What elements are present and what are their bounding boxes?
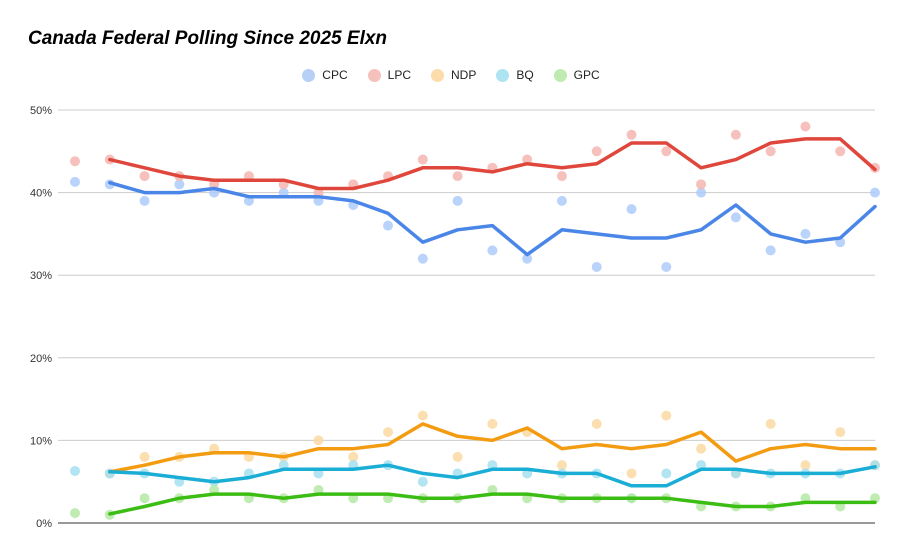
point-ndp[interactable] [452,451,463,462]
legend-marker-bq [496,68,510,82]
point-ndp[interactable] [800,460,811,471]
point-ndp[interactable] [487,418,498,429]
point-lpc[interactable] [591,146,602,157]
point-cpc[interactable] [661,261,672,272]
legend-item-bq[interactable]: BQ [496,68,534,82]
legend-label-gpc: GPC [573,68,600,82]
point-cpc[interactable] [417,253,428,264]
point-lpc[interactable] [522,154,533,165]
legend-marker-cpc [302,68,316,82]
point-ndp[interactable] [626,468,637,479]
y-tick-label: 30% [30,270,52,282]
point-lpc[interactable] [70,156,80,167]
point-bq[interactable] [70,465,80,476]
point-ndp[interactable] [348,451,359,462]
y-tick-label: 50% [30,105,52,117]
legend-label-lpc: LPC [387,68,411,82]
point-lpc[interactable] [696,179,707,190]
y-axis: 0% 10% 20% 30% 40% 50% [30,105,52,530]
point-ndp[interactable] [383,427,394,438]
data-points [70,121,880,520]
point-cpc[interactable] [139,195,150,206]
legend-marker-gpc [553,68,567,82]
point-cpc[interactable] [870,187,880,198]
point-lpc[interactable] [452,171,463,182]
chart-legend: CPC LPC NDP BQ GPC [0,68,902,82]
point-cpc[interactable] [452,195,463,206]
point-lpc[interactable] [800,121,811,132]
point-cpc[interactable] [696,187,707,198]
point-ndp[interactable] [591,418,602,429]
point-lpc[interactable] [626,129,637,140]
y-tick-label: 10% [30,435,52,447]
trend-line-cpc[interactable] [108,180,877,257]
point-ndp[interactable] [835,427,846,438]
point-lpc[interactable] [417,154,428,165]
point-gpc[interactable] [70,508,80,519]
point-ndp[interactable] [696,443,707,454]
point-cpc[interactable] [174,179,185,190]
chart-title: Canada Federal Polling Since 2025 Elxn [28,28,388,49]
trend-line-ndp[interactable] [108,422,877,474]
point-lpc[interactable] [139,171,150,182]
point-cpc[interactable] [487,245,498,256]
trend-line-gpc[interactable] [108,492,877,516]
legend-label-ndp: NDP [450,68,477,82]
point-lpc[interactable] [765,146,776,157]
point-lpc[interactable] [556,171,567,182]
legend-marker-ndp [430,68,444,82]
point-ndp[interactable] [556,460,567,471]
legend-item-ndp[interactable]: NDP [430,68,477,82]
point-cpc[interactable] [556,195,567,206]
trend-line-lpc[interactable] [108,137,877,191]
trend-line-bq[interactable] [108,463,877,488]
legend-label-cpc: CPC [322,68,348,82]
point-lpc[interactable] [661,146,672,157]
point-ndp[interactable] [139,451,150,462]
point-lpc[interactable] [835,146,846,157]
point-cpc[interactable] [626,204,637,215]
point-ndp[interactable] [765,418,776,429]
point-cpc[interactable] [591,261,602,272]
point-cpc[interactable] [730,212,741,223]
legend-item-cpc[interactable]: CPC [302,68,348,82]
y-tick-label: 40% [30,188,52,200]
gridlines [58,109,875,524]
point-cpc[interactable] [522,253,533,264]
point-bq[interactable] [661,468,672,479]
legend-item-lpc[interactable]: LPC [367,68,411,82]
point-ndp[interactable] [313,435,324,446]
point-ndp[interactable] [417,410,428,421]
point-cpc[interactable] [383,220,394,231]
point-bq[interactable] [417,476,428,487]
point-cpc[interactable] [765,245,776,256]
point-gpc[interactable] [139,493,150,504]
point-ndp[interactable] [661,410,672,421]
legend-label-bq: BQ [516,68,534,82]
y-tick-label: 20% [30,353,52,365]
point-cpc[interactable] [70,176,80,187]
trend-lines [108,137,877,516]
point-cpc[interactable] [800,228,811,239]
y-tick-label: 0% [36,518,52,530]
legend-item-gpc[interactable]: GPC [553,68,600,82]
legend-marker-lpc [367,68,381,82]
point-lpc[interactable] [730,129,741,140]
